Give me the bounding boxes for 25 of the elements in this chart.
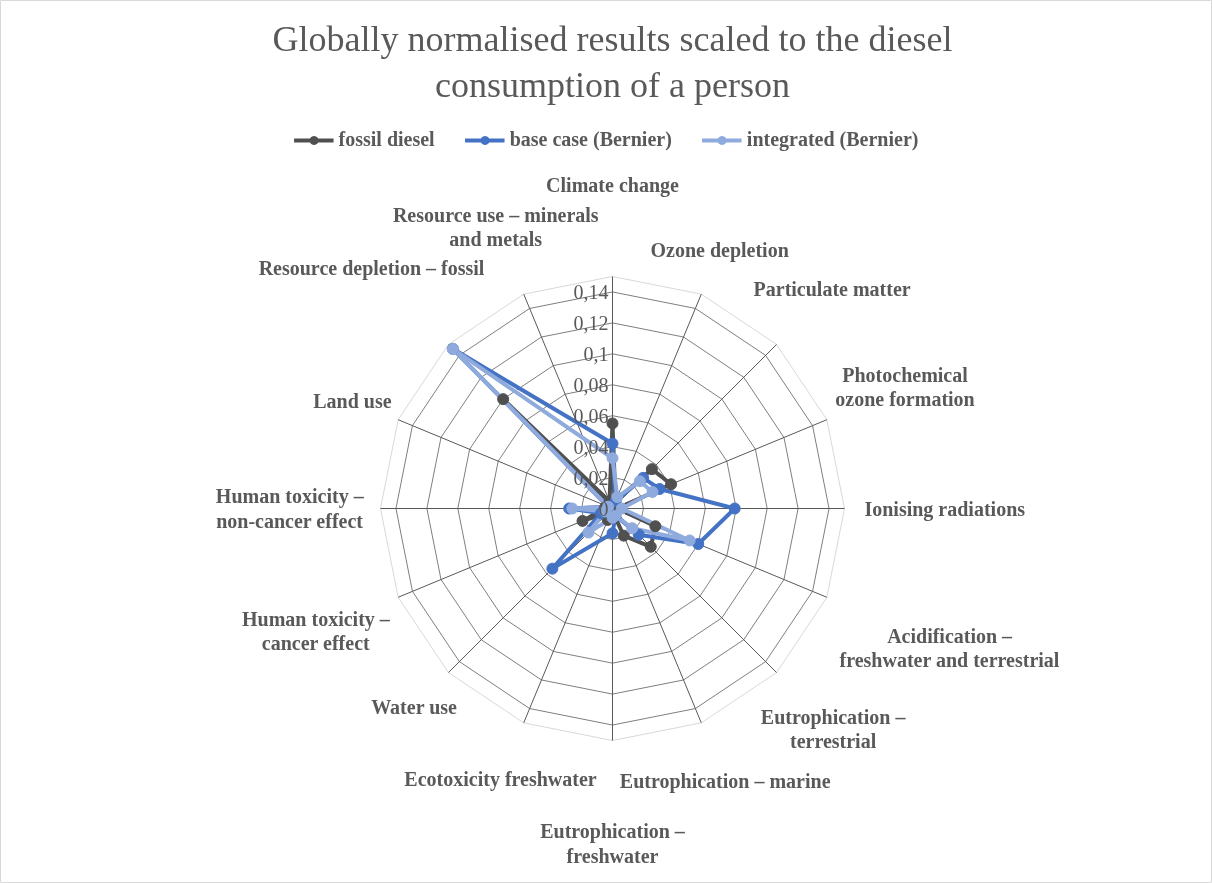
legend-label: base case (Bernier) xyxy=(509,128,672,151)
spoke-label: Climate change xyxy=(546,174,679,197)
spoke-label: Land use xyxy=(313,389,392,412)
y-tick-label: 0,08 xyxy=(573,373,609,396)
legend-label: integrated (Bernier) xyxy=(746,128,919,151)
spoke-label: Acidification – freshwater and terrestrial xyxy=(839,625,1060,672)
spoke-label: Resource use – minerals and metals xyxy=(392,203,599,250)
y-tick-label: 0 xyxy=(598,497,609,520)
spoke-label: Water use xyxy=(371,695,458,718)
spoke-label: Human toxicity – cancer effect xyxy=(242,608,391,655)
spoke-label: Ionising radiations xyxy=(864,497,1026,521)
spoke-label: Ecotoxicity freshwater xyxy=(404,767,597,791)
chart-title: Globally normalised results scaled to the diesel consumption of a person xyxy=(272,18,953,105)
spoke-label: Eutrophication – marine xyxy=(619,769,831,793)
y-tick-label: 0,1 xyxy=(583,342,609,365)
spoke-label: Particulate matter xyxy=(753,277,911,300)
y-tick-label: 0,12 xyxy=(573,311,609,334)
spoke-label: Photochemical ozone formation xyxy=(835,364,975,411)
spoke-label: Eutrophication – terrestrial xyxy=(760,706,907,753)
spoke-label: Ozone depletion xyxy=(650,238,789,262)
y-tick-label: 0,14 xyxy=(573,280,609,303)
spoke-label: Eutrophication – freshwater xyxy=(540,820,686,867)
spoke-label: Resource depletion – fossil xyxy=(258,256,485,280)
spoke-label: Human toxicity – non-cancer effect xyxy=(215,485,365,532)
legend-label: fossil diesel xyxy=(338,128,435,151)
